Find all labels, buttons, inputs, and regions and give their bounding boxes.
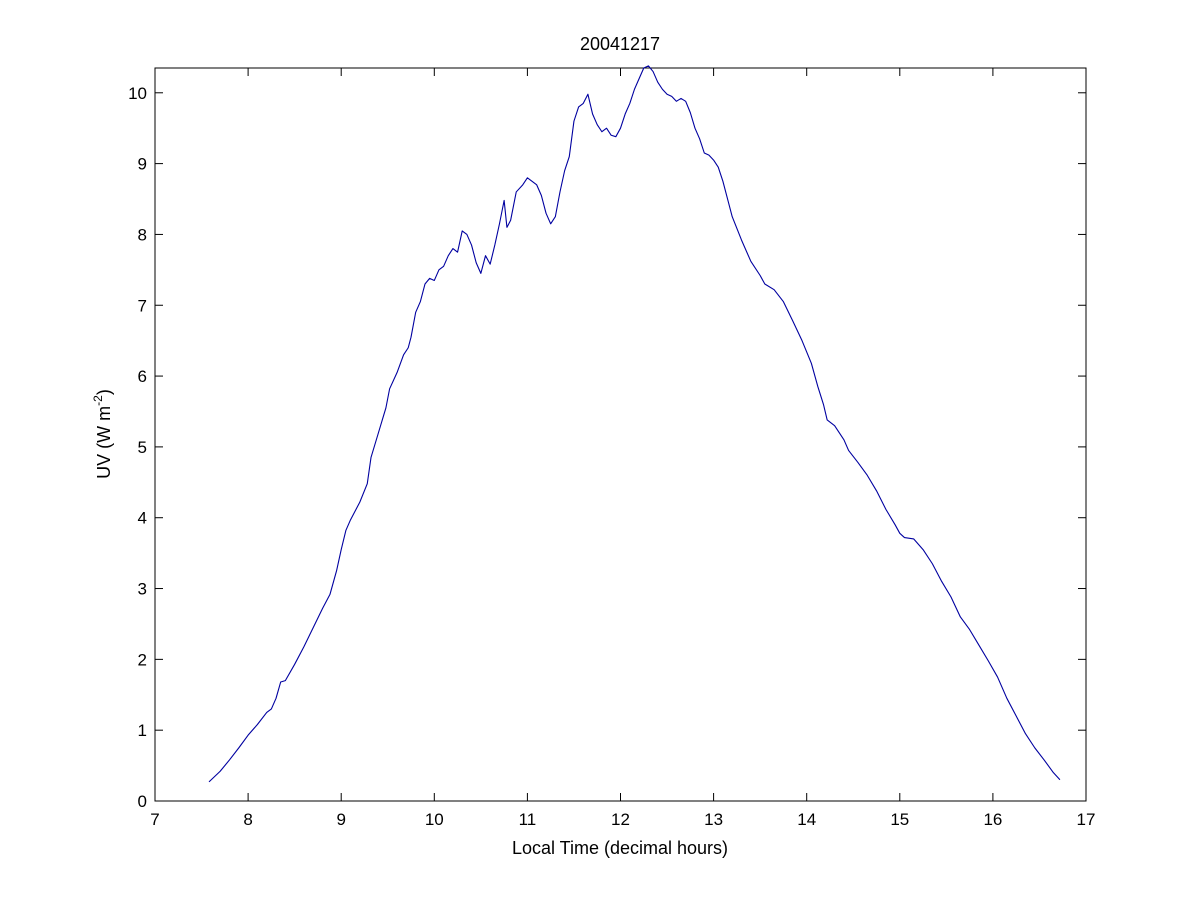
y-tick-label: 2 [138, 650, 147, 669]
y-tick-label: 5 [138, 438, 147, 457]
x-tick-label: 11 [519, 810, 537, 829]
x-tick-label: 8 [243, 810, 252, 829]
y-tick-label: 10 [128, 84, 147, 103]
x-tick-label: 9 [336, 810, 345, 829]
x-tick-label: 15 [890, 810, 909, 829]
x-tick-label: 12 [611, 810, 630, 829]
chart-title: 20041217 [580, 34, 660, 54]
x-axis-label: Local Time (decimal hours) [512, 838, 728, 858]
y-tick-label: 9 [138, 155, 147, 174]
x-tick-label: 17 [1077, 810, 1096, 829]
x-tick-label: 10 [425, 810, 444, 829]
y-tick-label: 6 [138, 367, 147, 386]
y-tick-label: 0 [138, 792, 147, 811]
axis-ticks [154, 68, 1087, 802]
y-tick-label: 7 [138, 296, 147, 315]
y-tick-label: 4 [138, 509, 147, 528]
plot-area [154, 67, 1087, 802]
x-tick-label: 14 [797, 810, 816, 829]
y-tick-label: 1 [138, 721, 147, 740]
y-tick-label: 8 [138, 225, 147, 244]
uv-series-line [208, 65, 1061, 783]
y-axis-label: UV (W m-2) [91, 389, 114, 479]
y-axis-label-closing: ) [94, 389, 114, 395]
y-axis-label-main: UV (W m [94, 406, 114, 479]
x-tick-label: 16 [983, 810, 1002, 829]
x-tick-label: 13 [704, 810, 723, 829]
y-axis-label-superscript: -2 [91, 395, 105, 406]
series-group [208, 65, 1061, 783]
x-tick-label: 7 [150, 810, 159, 829]
y-tick-label: 3 [138, 580, 147, 599]
